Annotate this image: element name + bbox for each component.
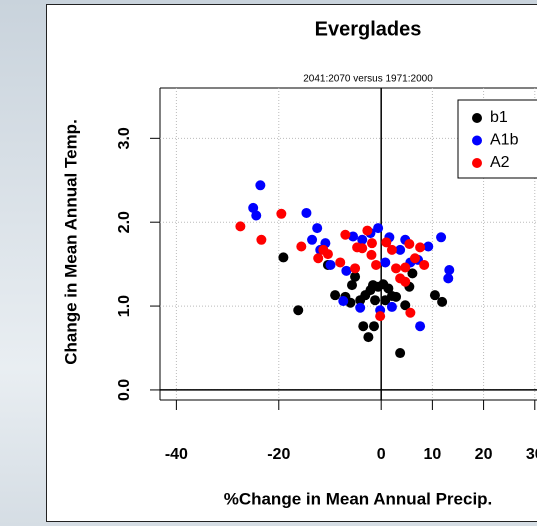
point — [373, 223, 384, 234]
point — [404, 239, 415, 249]
point — [400, 300, 411, 311]
point — [366, 249, 377, 260]
point — [248, 202, 259, 213]
y-tick-label: 1.0 — [116, 295, 133, 317]
legend-box — [457, 99, 537, 179]
point — [369, 321, 380, 332]
x-tick-label: -40 — [165, 446, 188, 463]
x-tick-label: -20 — [267, 446, 290, 463]
x-axis-title: %Change in Mean Annual Precip. — [224, 489, 493, 508]
point — [386, 301, 397, 312]
point — [405, 307, 416, 318]
point — [363, 332, 374, 343]
point — [325, 259, 336, 270]
x-tick-label: 30 — [526, 446, 537, 463]
point — [444, 265, 455, 275]
point — [251, 210, 262, 221]
point — [313, 253, 324, 264]
point — [235, 221, 246, 232]
point — [371, 259, 382, 270]
legend-marker — [472, 158, 482, 168]
point — [380, 257, 391, 268]
point — [370, 295, 381, 306]
y-axis-title: Change in Mean Annual Temp. — [61, 119, 80, 365]
point — [381, 237, 392, 248]
legend-marker — [472, 113, 482, 123]
point — [312, 223, 323, 234]
chart-subtitle: 2041:2070 versus 1971:2000 — [303, 74, 433, 85]
y-tick-label: 3.0 — [116, 127, 133, 149]
point — [350, 271, 361, 282]
legend-label: b1 — [490, 109, 508, 126]
point — [255, 180, 266, 191]
legend-label: A1b — [490, 132, 519, 149]
point — [391, 291, 402, 302]
point — [386, 244, 397, 255]
point — [423, 241, 434, 252]
y-tick-label: 0.0 — [116, 379, 133, 401]
point — [409, 253, 420, 264]
point — [357, 234, 368, 245]
point — [380, 295, 391, 306]
panel — [46, 4, 537, 522]
point — [395, 348, 406, 359]
point — [383, 283, 394, 294]
point — [256, 234, 267, 245]
point — [322, 249, 333, 260]
point — [341, 265, 352, 276]
x-tick-label: 20 — [475, 446, 493, 463]
point — [443, 273, 454, 284]
point — [407, 268, 418, 279]
point — [355, 302, 366, 313]
y-tick-label: 2.0 — [116, 211, 133, 233]
point — [362, 225, 373, 236]
point — [419, 259, 430, 270]
point — [338, 296, 349, 307]
point — [415, 321, 426, 332]
point — [335, 257, 346, 268]
point — [307, 234, 318, 245]
chart-title: Everglades — [315, 18, 422, 40]
point — [293, 305, 304, 316]
point — [436, 232, 447, 243]
x-tick-label: 0 — [377, 446, 386, 463]
point — [276, 208, 287, 219]
point — [429, 290, 440, 301]
point — [415, 242, 426, 253]
point — [296, 241, 307, 252]
point — [375, 311, 386, 322]
point — [437, 296, 448, 307]
point — [357, 243, 368, 254]
point — [301, 207, 312, 218]
point — [366, 238, 377, 249]
point — [350, 263, 361, 274]
point — [400, 262, 411, 273]
point — [340, 229, 351, 240]
legend-label: A2 — [490, 154, 510, 171]
point — [358, 321, 369, 332]
point — [395, 244, 406, 255]
point — [400, 276, 411, 287]
point — [278, 252, 289, 263]
point — [330, 290, 341, 301]
x-tick-label: 10 — [423, 446, 441, 463]
point — [347, 280, 357, 291]
point — [348, 231, 359, 242]
legend-marker — [472, 135, 482, 146]
point — [391, 263, 402, 274]
